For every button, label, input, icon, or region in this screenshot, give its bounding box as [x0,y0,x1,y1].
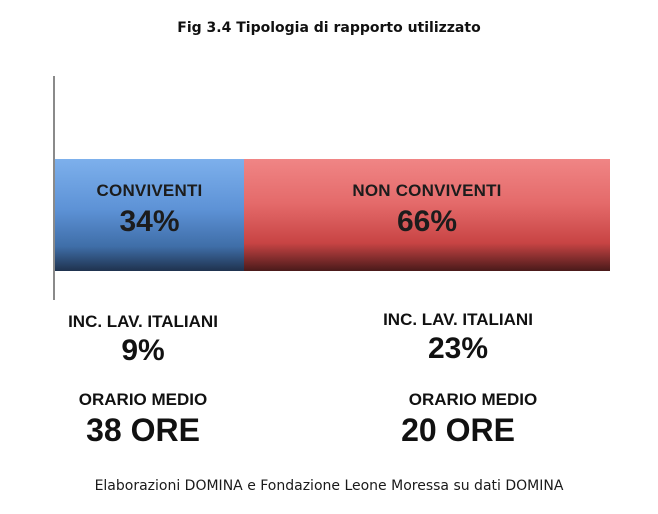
bar-segment-non-conviventi: NON CONVIVENTI 66% [244,159,610,271]
segment-label-conviventi: CONVIVENTI [96,181,203,200]
orario-value-non-conviventi: 20 ORE [401,412,515,448]
inc-value-conviventi: 9% [121,334,165,367]
orario-label-conviventi: ORARIO MEDIO [78,390,208,409]
source-note: Elaborazioni DOMINA e Fondazione Leone M… [94,478,564,494]
orario-value-conviventi: 38 ORE [86,412,200,448]
bar-segment-conviventi: CONVIVENTI 34% [55,159,244,271]
inc-label-conviventi: INC. LAV. ITALIANI [68,312,218,331]
stacked-bar: CONVIVENTI 34% NON CONVIVENTI 66% [55,159,610,271]
inc-label-non-conviventi: INC. LAV. ITALIANI [383,310,533,329]
segment-value-conviventi: 34% [119,205,180,238]
y-axis-line [53,76,55,300]
segment-label-non-conviventi: NON CONVIVENTI [352,181,502,200]
segment-value-non-conviventi: 66% [396,205,458,238]
chart-title: Fig 3.4 Tipologia di rapporto utilizzato [177,20,481,36]
orario-label-non-conviventi: ORARIO MEDIO [408,390,538,409]
inc-value-non-conviventi: 23% [427,332,489,365]
